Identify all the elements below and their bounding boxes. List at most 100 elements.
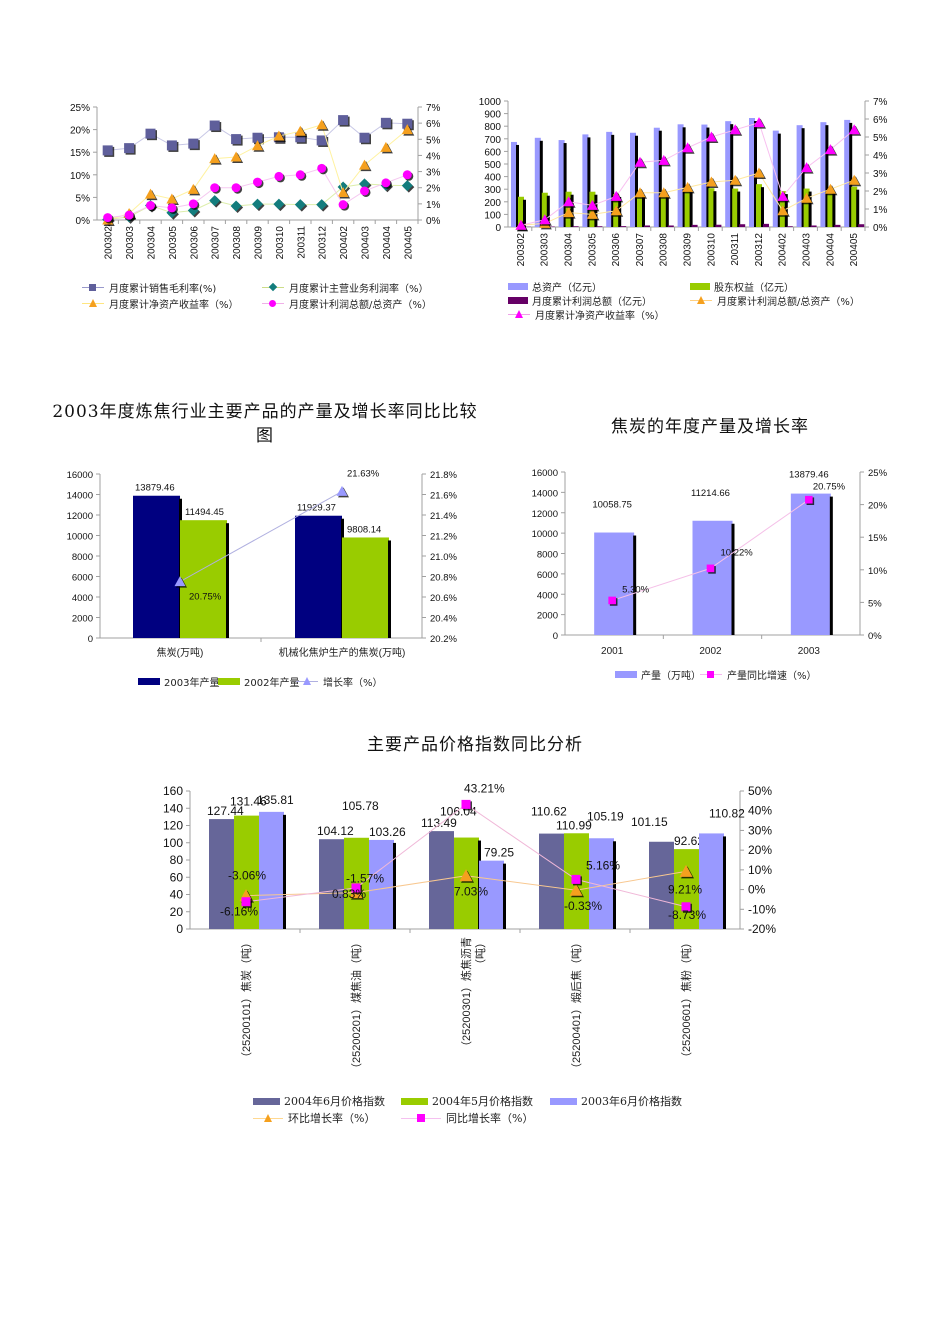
square-marker-icon bbox=[417, 1113, 425, 1122]
triangle-marker bbox=[634, 187, 647, 199]
svg-text:200304: 200304 bbox=[564, 233, 575, 267]
triangle-marker bbox=[848, 124, 862, 136]
svg-text:10000: 10000 bbox=[67, 532, 93, 543]
svg-text:200404: 200404 bbox=[382, 226, 393, 260]
triangle-marker bbox=[273, 130, 286, 143]
svg-text:4000: 4000 bbox=[72, 593, 93, 604]
svg-text:20.8%: 20.8% bbox=[430, 573, 457, 584]
svg-text:160: 160 bbox=[163, 784, 183, 798]
swatch bbox=[508, 297, 528, 304]
legend-yoy-growth: 产量同比增速（%） bbox=[700, 667, 817, 682]
svg-text:200405: 200405 bbox=[403, 226, 414, 260]
triangle-marker bbox=[777, 205, 790, 217]
circle-marker bbox=[402, 170, 414, 181]
svg-text:40%: 40% bbox=[748, 804, 772, 818]
svg-text:2001: 2001 bbox=[601, 646, 624, 657]
swatch bbox=[138, 678, 160, 685]
legend-yoy: 同比增长率（%） bbox=[401, 1110, 533, 1126]
square-marker bbox=[402, 118, 414, 131]
svg-text:110.82: 110.82 bbox=[709, 806, 745, 820]
triangle-marker bbox=[252, 140, 265, 152]
svg-text:10.22%: 10.22% bbox=[721, 547, 754, 558]
svg-text:12000: 12000 bbox=[67, 511, 93, 522]
svg-text:800: 800 bbox=[484, 122, 501, 133]
svg-text:13879.46: 13879.46 bbox=[789, 470, 829, 481]
legend-profit-assets-ratio: 月度累计利润总额/总资产（%） bbox=[690, 293, 860, 308]
triangle-marker bbox=[658, 187, 671, 199]
svg-text:104.12: 104.12 bbox=[317, 824, 354, 838]
svg-text:200302: 200302 bbox=[104, 226, 115, 260]
circle-marker bbox=[103, 213, 114, 224]
square-marker bbox=[145, 128, 157, 141]
svg-text:105.19: 105.19 bbox=[587, 809, 624, 823]
triangle-marker bbox=[658, 154, 671, 167]
svg-text:0%: 0% bbox=[868, 631, 882, 642]
square-marker bbox=[252, 132, 264, 145]
svg-text:79.25: 79.25 bbox=[484, 846, 514, 860]
diamond-marker bbox=[230, 200, 244, 213]
svg-text:80: 80 bbox=[170, 853, 184, 867]
square-marker bbox=[351, 883, 362, 894]
svg-text:600: 600 bbox=[484, 147, 501, 158]
triangle-marker bbox=[729, 174, 743, 187]
svg-text:400: 400 bbox=[484, 173, 501, 184]
svg-text:-10%: -10% bbox=[748, 902, 776, 916]
svg-text:10%: 10% bbox=[748, 863, 772, 877]
svg-text:200310: 200310 bbox=[275, 226, 286, 260]
svg-text:200303: 200303 bbox=[125, 226, 136, 260]
svg-text:-20%: -20% bbox=[748, 922, 776, 936]
circle-marker bbox=[124, 210, 136, 222]
svg-text:900: 900 bbox=[484, 110, 501, 121]
svg-text:20%: 20% bbox=[70, 126, 90, 137]
svg-text:11494.45: 11494.45 bbox=[185, 507, 224, 518]
svg-text:200309: 200309 bbox=[683, 233, 694, 267]
circle-marker bbox=[231, 183, 243, 194]
diamond-marker bbox=[316, 199, 329, 212]
svg-text:20: 20 bbox=[170, 905, 184, 919]
svg-text:200405: 200405 bbox=[849, 233, 860, 267]
circle-marker bbox=[210, 183, 221, 194]
svg-text:8000: 8000 bbox=[72, 552, 93, 563]
circle-marker bbox=[253, 177, 264, 189]
diamond-marker bbox=[209, 195, 222, 208]
svg-text:0: 0 bbox=[495, 223, 501, 234]
svg-text:20.4%: 20.4% bbox=[430, 614, 457, 625]
svg-text:200307: 200307 bbox=[211, 226, 222, 260]
svg-text:200306: 200306 bbox=[611, 233, 622, 267]
svg-text:20.6%: 20.6% bbox=[430, 593, 457, 604]
square-marker bbox=[295, 132, 307, 144]
square-marker bbox=[231, 134, 243, 146]
svg-text:500: 500 bbox=[484, 160, 501, 171]
square-marker bbox=[608, 596, 618, 606]
svg-text:200402: 200402 bbox=[339, 226, 350, 260]
legend-2002-output: 2002年产量 bbox=[218, 674, 299, 689]
legend-jun-2004: 2004年6月价格指数 bbox=[253, 1093, 385, 1109]
square-marker bbox=[380, 117, 393, 130]
svg-text:200: 200 bbox=[484, 198, 501, 209]
svg-text:2%: 2% bbox=[873, 187, 888, 198]
svg-text:16000: 16000 bbox=[67, 470, 93, 481]
svg-text:（25200301）炼焦沥青: （25200301）炼焦沥青 bbox=[459, 937, 473, 1052]
svg-text:-1.57%: -1.57% bbox=[346, 872, 384, 886]
triangle-marker bbox=[682, 142, 695, 154]
swatch bbox=[690, 283, 710, 290]
square-marker bbox=[338, 115, 350, 127]
svg-text:113.49: 113.49 bbox=[421, 816, 457, 830]
svg-text:4000: 4000 bbox=[537, 590, 558, 601]
triangle-marker bbox=[586, 208, 600, 221]
price-index-plot: 0 20 40 60 80 100 120 140 160 -20% -10% 0% 10% 20% 30%… bbox=[163, 781, 776, 1074]
svg-text:20.2%: 20.2% bbox=[430, 634, 457, 645]
svg-text:40: 40 bbox=[170, 888, 184, 902]
svg-text:7%: 7% bbox=[873, 97, 888, 108]
diamond-marker bbox=[187, 205, 201, 218]
svg-text:100: 100 bbox=[484, 210, 501, 221]
svg-text:2002: 2002 bbox=[699, 646, 722, 657]
price-index-title: 主要产品价格指数同比分析 bbox=[367, 735, 583, 755]
svg-text:200403: 200403 bbox=[361, 226, 372, 260]
svg-text:5.16%: 5.16% bbox=[586, 858, 620, 872]
svg-text:（吨）: （吨） bbox=[474, 937, 487, 970]
triangle-marker bbox=[563, 207, 576, 219]
triangle-marker bbox=[848, 174, 862, 187]
svg-text:100: 100 bbox=[163, 836, 183, 850]
triangle-marker bbox=[294, 125, 308, 138]
